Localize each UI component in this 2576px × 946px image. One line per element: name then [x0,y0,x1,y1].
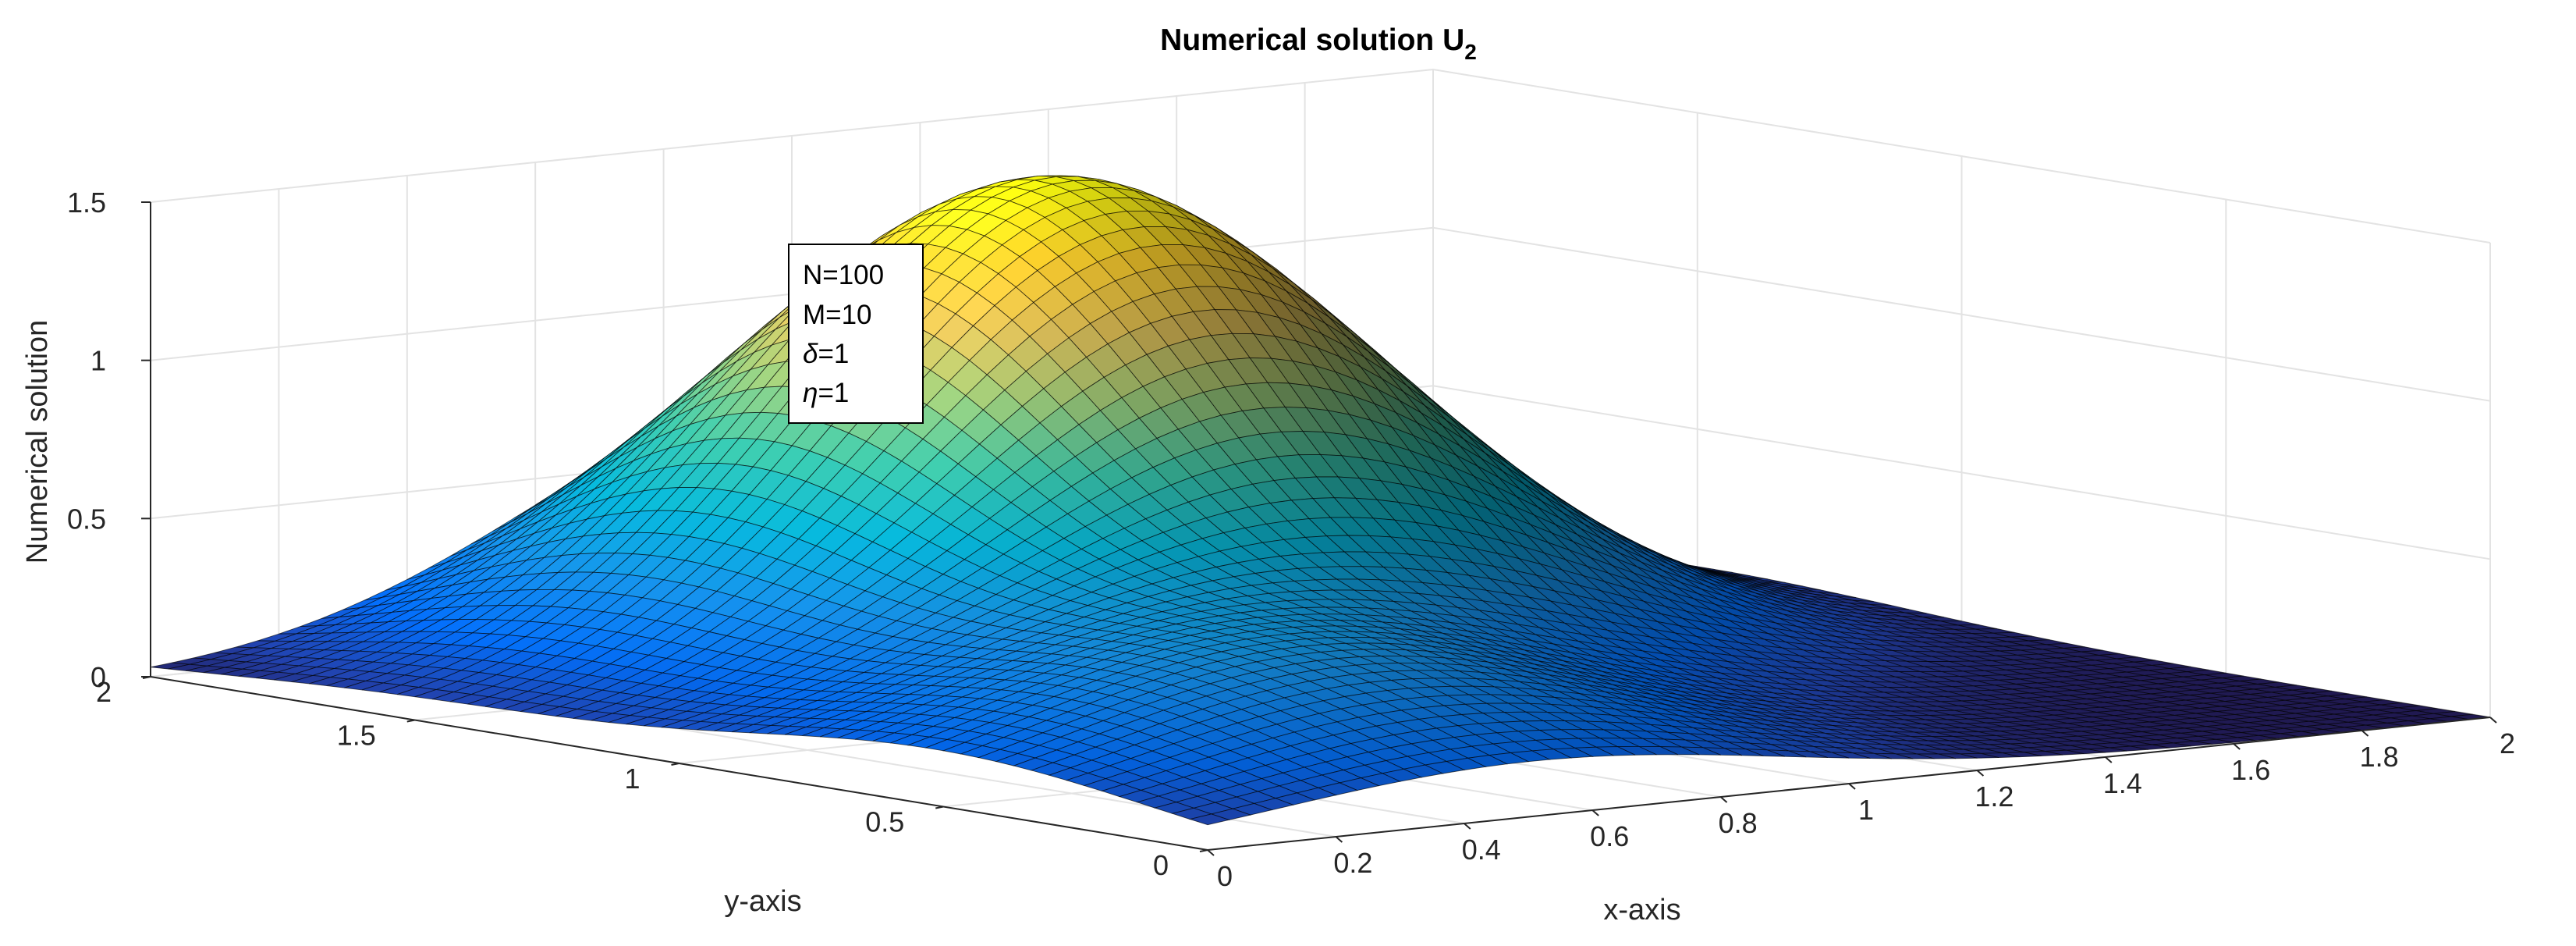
x-axis-label: x-axis [1603,894,1680,926]
x-tick-mark-0 [1207,849,1215,856]
x-tick-label-1: 0.2 [1333,847,1372,879]
y-tick-label-0: 0 [1153,849,1169,881]
y-axis-label: y-axis [724,885,801,918]
annotation-value-eta: =1 [818,378,849,408]
surface-cell [1188,813,1231,826]
surface-mesh [150,175,2491,826]
annotation-line-delta: δ=1 [803,339,849,369]
x-tick-label-7: 1.4 [2103,767,2142,799]
chart-title-main: Numerical solution U [1160,23,1464,57]
x-tick-label-4: 0.8 [1719,807,1758,839]
x-tick-label-10: 2 [2500,727,2515,759]
parameter-annotation-box: N=100 M=10 δ=1 η=1 [788,244,924,424]
x-tick-label-5: 1 [1858,794,1874,826]
annotation-value-delta: =1 [818,339,849,369]
x-tick-label-2: 0.4 [1462,834,1501,866]
x-tick-mark-10 [2489,717,2497,724]
tick-labels: 0 0.2 0.4 0.6 0.8 1 1.2 1.4 1.6 1.8 200.511.5200.5… [67,187,2515,892]
annotation-line-m: M=10 [803,300,872,330]
grid-line-z-2 [150,226,2491,402]
z-tick-label-2: 1 [90,345,106,377]
y-tick-label-4: 2 [96,676,112,708]
x-tick-label-6: 1.2 [1975,781,2014,813]
y-tick-label-3: 1.5 [337,720,376,752]
chart-title-subscript: 2 [1464,40,1477,64]
x-tick-mark-1 [1335,836,1343,843]
x-tick-label-3: 0.6 [1590,820,1629,852]
y-tick-mark-1 [935,806,944,809]
x-tick-mark-8 [2233,743,2241,750]
y-tick-label-1: 0.5 [865,806,904,838]
y-tick-mark-0 [1199,849,1208,852]
annotation-value-m: =10 [825,300,871,330]
x-tick-mark-7 [2105,756,2113,763]
y-tick-label-2: 1 [624,763,640,795]
annotation-symbol-delta: δ [803,339,818,369]
x-tick-label-8: 1.6 [2231,754,2270,786]
annotation-symbol-m: M [803,300,825,330]
z-tick-label-0: 0 [90,661,106,693]
annotation-border [788,244,924,424]
x-tick-mark-9 [2361,730,2369,737]
annotation-symbol-eta: η [803,378,818,408]
z-tick-label-1: 0.5 [67,503,106,535]
chart-title: Numerical solution U2 [1160,23,1477,64]
z-tick-label-3: 1.5 [67,187,106,219]
y-tick-mark-3 [406,719,415,723]
annotation-line-eta: η=1 [803,378,849,408]
x-tick-label-0: 0 [1217,860,1233,892]
annotation-line-n: N=100 [803,260,884,290]
x-tick-mark-4 [1719,796,1728,803]
z-axis-label: Numerical solution [21,320,54,564]
x-tick-mark-5 [1848,783,1856,790]
y-tick-mark-2 [671,763,679,766]
annotation-symbol-n: N [803,260,822,290]
grid-line-z-3 [150,68,2491,244]
x-tick-label-9: 1.8 [2360,741,2399,773]
x-tick-mark-3 [1591,809,1599,816]
x-tick-mark-6 [1976,770,1985,777]
x-tick-mark-2 [1464,823,1471,830]
annotation-value-n: =100 [822,260,884,290]
grid-line-z-1 [150,385,2491,560]
